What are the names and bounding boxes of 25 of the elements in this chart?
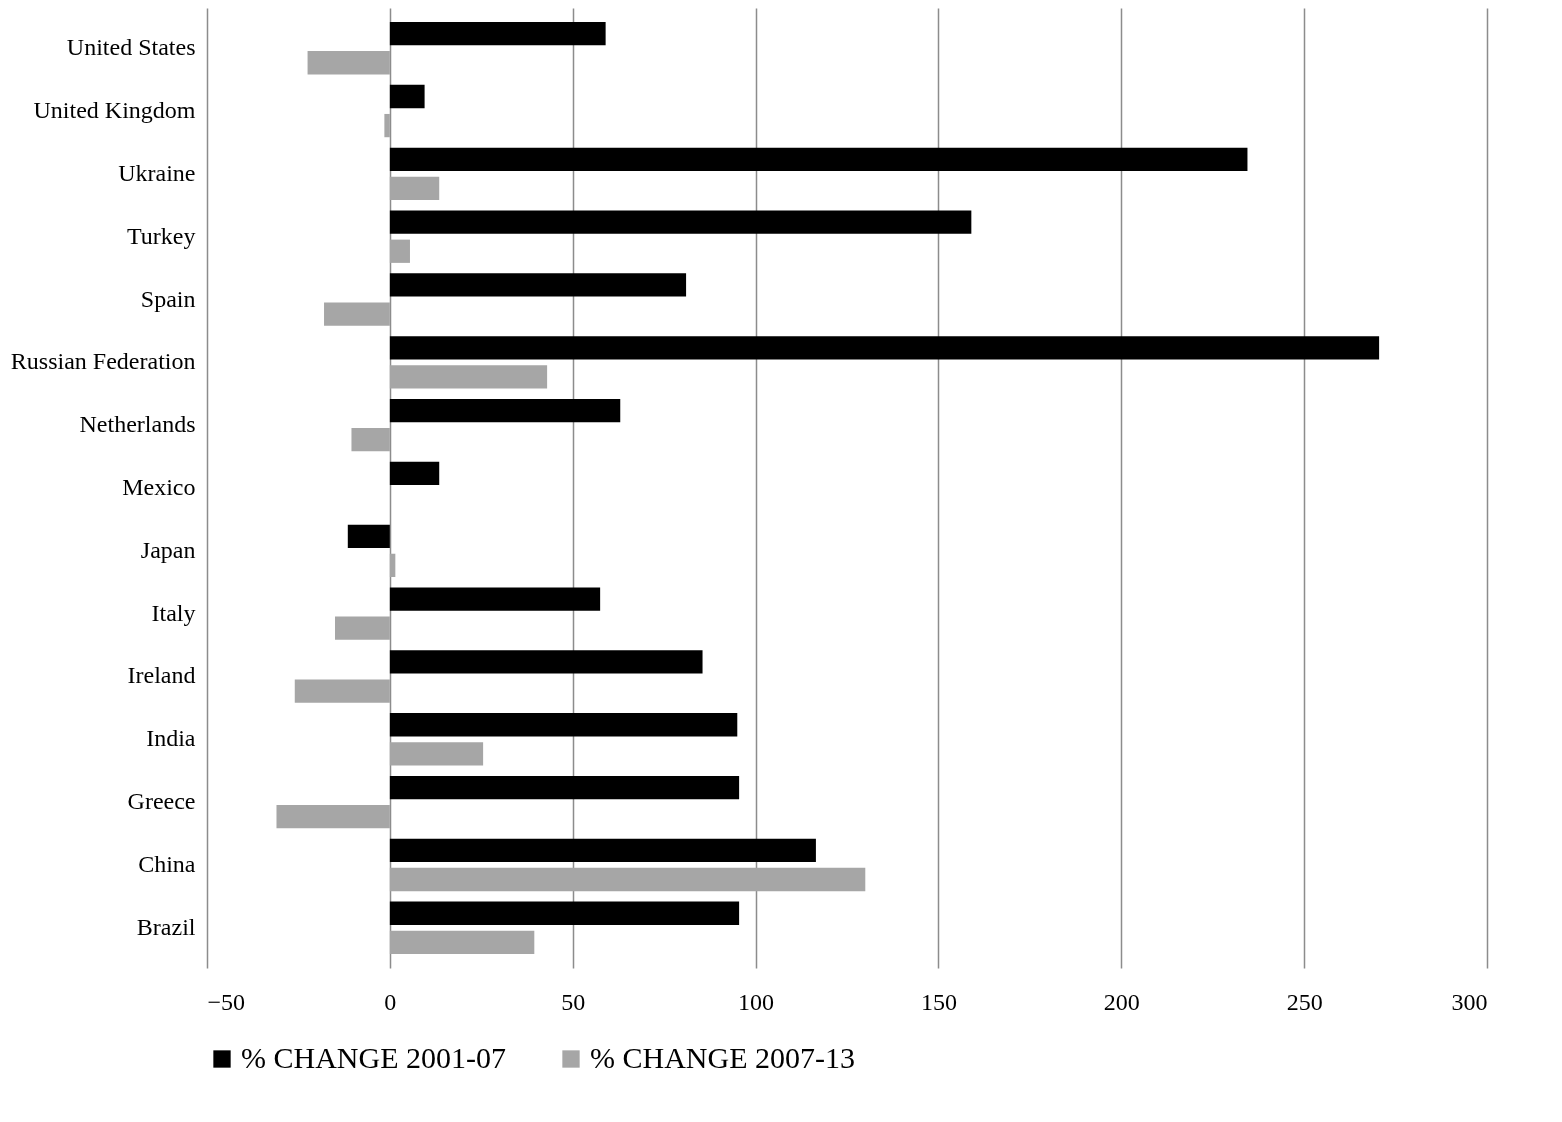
legend-label: % CHANGE 2001-07 (241, 1041, 506, 1074)
y-tick-label: Italy (151, 599, 196, 626)
y-tick-label: Brazil (136, 913, 196, 940)
y-tick-label: Greece (127, 788, 196, 815)
y-tick-label: United Kingdom (33, 97, 196, 124)
y-tick-label: Spain (140, 285, 196, 312)
y-tick-label: Ireland (127, 662, 196, 689)
x-tick-label: −50 (207, 988, 246, 1015)
x-tick-label: 250 (1286, 988, 1323, 1015)
x-tick-label: 50 (561, 988, 586, 1015)
x-tick-label: 200 (1103, 988, 1140, 1015)
y-tick-label: United States (66, 34, 196, 61)
x-tick-label: 100 (738, 988, 775, 1015)
y-tick-label: Russian Federation (10, 348, 196, 375)
x-tick-label: 150 (920, 988, 957, 1015)
y-tick-label: Turkey (127, 222, 196, 249)
x-tick-label: 0 (384, 988, 397, 1015)
y-tick-label: Netherlands (79, 411, 196, 438)
y-tick-label: Ukraine (118, 159, 196, 186)
y-tick-label: Mexico (122, 474, 196, 500)
x-tick-label: 300 (1451, 988, 1488, 1015)
y-tick-label: Japan (140, 536, 196, 563)
y-tick-label: China (138, 850, 196, 877)
y-tick-label: India (146, 725, 196, 752)
legend-label: % CHANGE 2007-13 (590, 1041, 855, 1074)
